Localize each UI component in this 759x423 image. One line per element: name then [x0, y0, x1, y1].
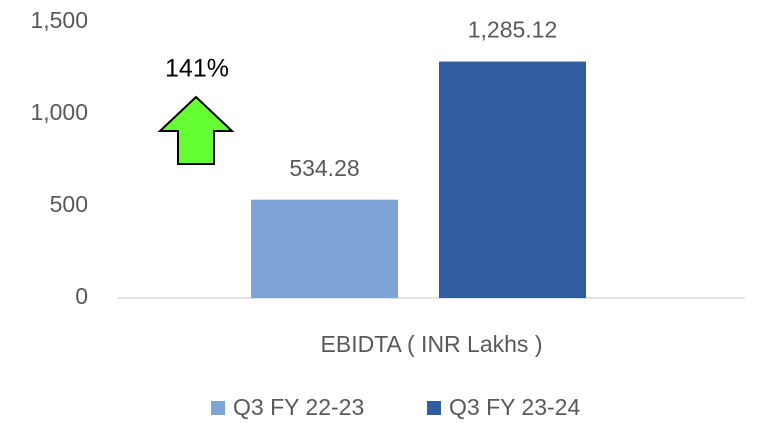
y-tick-label: 1,000	[30, 99, 88, 125]
bar	[251, 199, 398, 298]
value-label: 1,285.12	[468, 17, 558, 43]
legend-label: Q3 FY 22-23	[233, 394, 364, 420]
annotation: 141%	[165, 55, 229, 83]
up-arrow	[157, 95, 235, 165]
y-tick-label: 1,500	[30, 7, 88, 33]
bar	[439, 61, 586, 299]
value-label: 534.28	[289, 155, 359, 181]
legend-swatch	[211, 401, 225, 415]
y-tick-label: 0	[75, 283, 88, 309]
legend-label: Q3 FY 23-24	[449, 394, 580, 420]
legend-swatch	[427, 401, 441, 415]
y-tick-label: 500	[50, 191, 88, 217]
x-tick-label: EBIDTA ( INR Lakhs )	[321, 331, 543, 357]
